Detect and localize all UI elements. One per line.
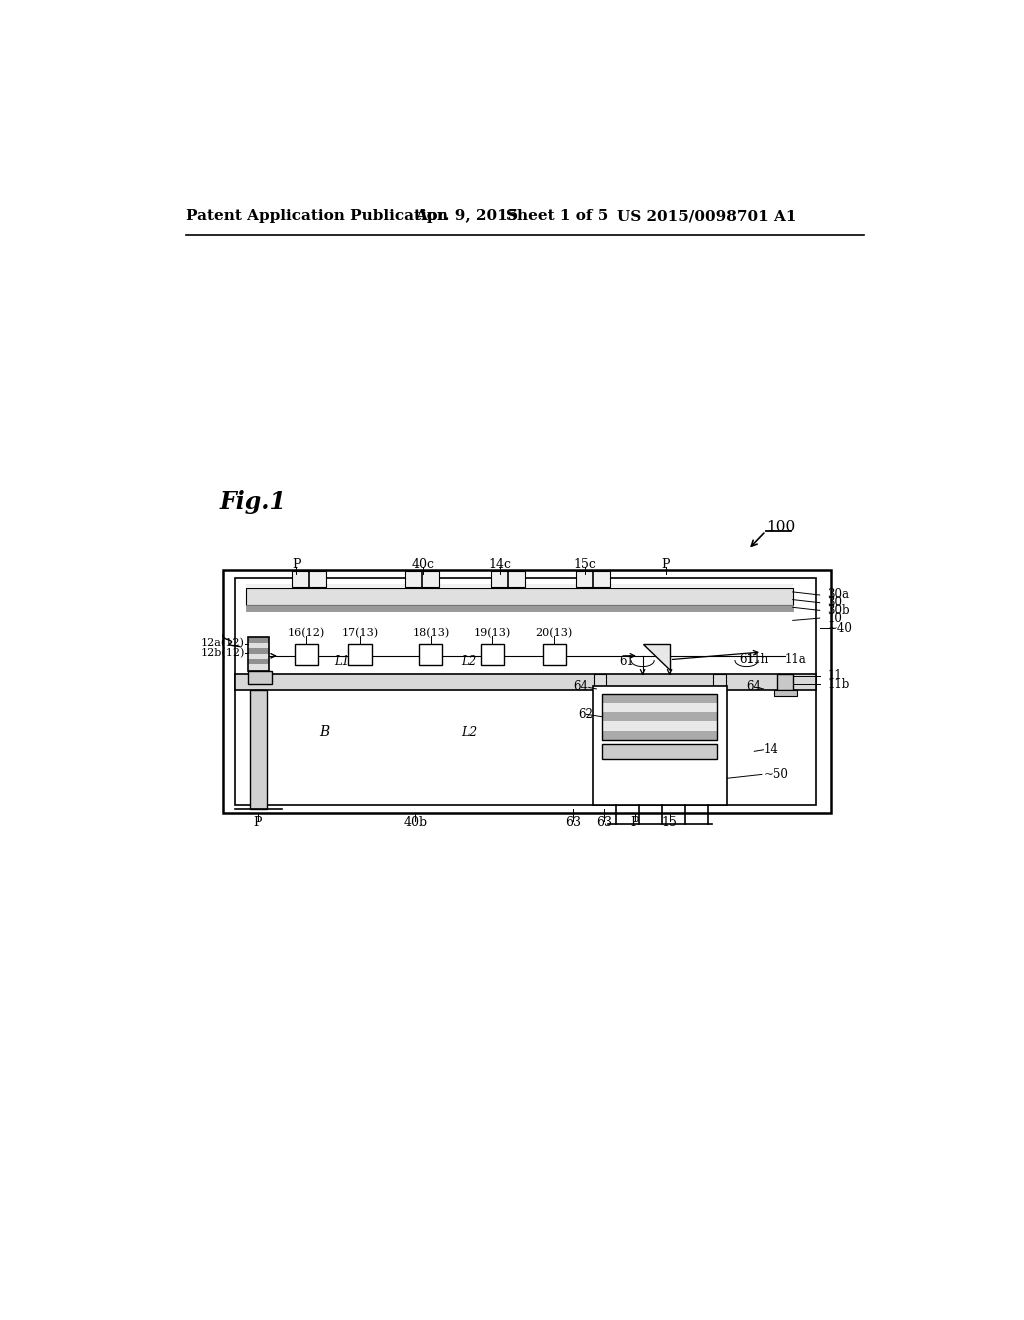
Bar: [234, 675, 816, 689]
Text: P: P: [253, 816, 262, 829]
Bar: [419, 644, 442, 665]
Text: Patent Application Publication: Patent Application Publication: [186, 209, 449, 223]
Text: P: P: [292, 557, 300, 570]
Text: 64: 64: [573, 680, 589, 693]
Bar: [777, 675, 793, 689]
Text: 20(13): 20(13): [536, 628, 572, 639]
Bar: [246, 605, 793, 611]
Text: 11h: 11h: [746, 653, 769, 667]
Text: 30a: 30a: [827, 589, 850, 602]
Bar: [295, 644, 317, 665]
Text: 16(12): 16(12): [288, 628, 325, 639]
Text: P: P: [662, 557, 670, 570]
Bar: [714, 675, 726, 686]
Text: 14c: 14c: [488, 557, 512, 570]
Text: B: B: [319, 725, 330, 739]
Text: 61: 61: [739, 653, 754, 667]
Text: Apr. 9, 2015: Apr. 9, 2015: [416, 209, 519, 223]
Text: L2: L2: [462, 726, 478, 739]
Bar: [575, 572, 609, 586]
Text: 61: 61: [620, 655, 635, 668]
Bar: [223, 570, 831, 813]
Text: 19(13): 19(13): [474, 628, 511, 639]
Bar: [490, 572, 525, 586]
Text: 12b(12): 12b(12): [200, 648, 245, 657]
Bar: [602, 711, 717, 721]
Bar: [602, 730, 717, 739]
Bar: [602, 721, 717, 730]
Text: 15c: 15c: [573, 557, 596, 570]
Text: L2: L2: [462, 656, 477, 668]
Text: P: P: [631, 816, 639, 829]
Text: 62: 62: [579, 708, 594, 721]
Bar: [594, 675, 606, 686]
Bar: [250, 689, 267, 809]
Text: 63: 63: [565, 816, 582, 829]
Text: 40b: 40b: [403, 816, 428, 829]
Bar: [248, 648, 269, 653]
Text: 11a: 11a: [785, 653, 807, 667]
Text: 18(13): 18(13): [413, 628, 450, 639]
Bar: [404, 572, 438, 586]
Polygon shape: [643, 644, 670, 671]
Bar: [248, 664, 269, 669]
Bar: [593, 686, 727, 805]
Text: 63: 63: [596, 816, 612, 829]
Text: ~40: ~40: [827, 622, 852, 635]
Text: 11b: 11b: [827, 677, 850, 690]
Bar: [543, 644, 565, 665]
Text: 10: 10: [827, 611, 843, 624]
Bar: [248, 643, 269, 648]
Text: 12a(12): 12a(12): [201, 639, 245, 648]
Text: 14: 14: [764, 743, 778, 756]
Text: 15: 15: [662, 816, 678, 829]
Text: 30b: 30b: [827, 603, 850, 616]
Text: Sheet 1 of 5: Sheet 1 of 5: [506, 209, 608, 223]
Bar: [348, 644, 372, 665]
Text: ~50: ~50: [764, 768, 788, 781]
Bar: [248, 671, 272, 684]
Text: 64: 64: [746, 680, 762, 693]
Bar: [248, 638, 269, 643]
Bar: [248, 659, 269, 664]
Text: 17(13): 17(13): [341, 628, 379, 639]
Text: 30: 30: [827, 597, 843, 610]
Bar: [602, 693, 717, 702]
Text: US 2015/0098701 A1: US 2015/0098701 A1: [617, 209, 797, 223]
Bar: [234, 578, 816, 805]
Bar: [602, 743, 717, 759]
Text: L1: L1: [335, 656, 350, 668]
Bar: [246, 585, 793, 589]
Bar: [246, 589, 793, 605]
Bar: [481, 644, 504, 665]
Bar: [602, 693, 717, 739]
Bar: [602, 702, 717, 711]
Bar: [292, 572, 326, 586]
Bar: [248, 638, 269, 671]
Text: 40c: 40c: [412, 557, 434, 570]
Bar: [248, 653, 269, 659]
Bar: [773, 690, 797, 696]
Text: 11: 11: [827, 669, 842, 682]
Text: Fig.1: Fig.1: [219, 490, 286, 513]
Text: 100: 100: [766, 520, 795, 535]
